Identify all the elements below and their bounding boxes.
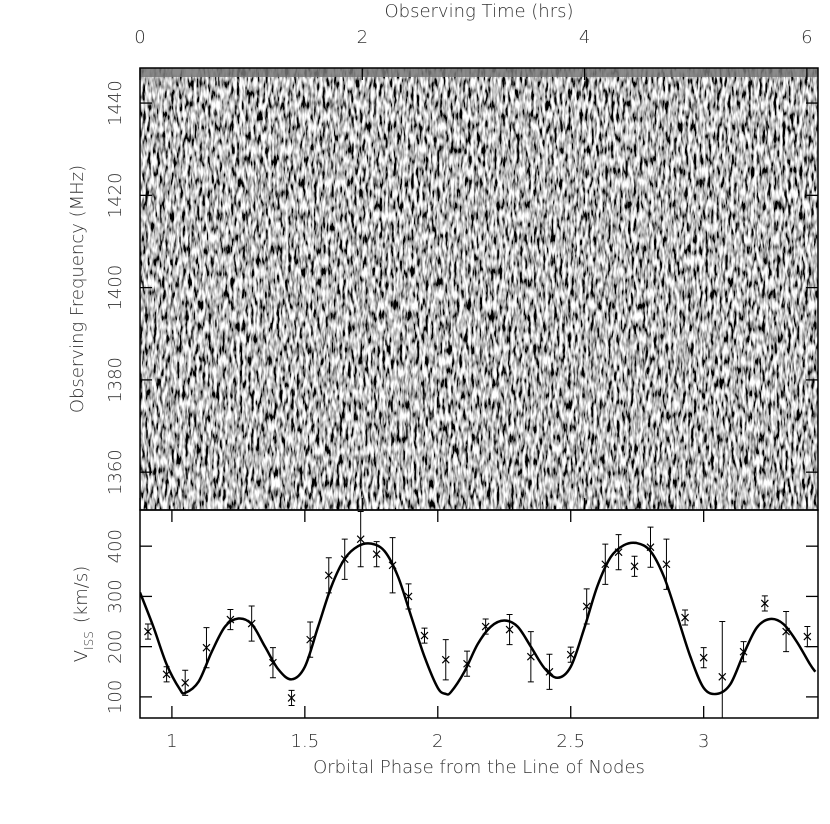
- data-point: [287, 693, 296, 702]
- y-label-subscript: ISS: [82, 631, 96, 650]
- y-tick-label: 1360: [105, 449, 126, 495]
- data-point: [226, 615, 235, 624]
- x-tick-label: 3: [698, 731, 709, 752]
- flagged-band: [140, 68, 818, 77]
- data-point: [760, 599, 769, 608]
- x-tick-label: 2.5: [556, 731, 585, 752]
- y-tick-label: 400: [105, 529, 126, 563]
- y-label-main: V: [71, 650, 92, 662]
- y-tick-label: 200: [105, 629, 126, 663]
- y-tick-label: 100: [105, 680, 126, 714]
- data-point: [181, 678, 190, 687]
- data-point: [356, 535, 365, 544]
- data-point: [782, 627, 791, 636]
- x-tick-label: 1: [166, 731, 177, 752]
- data-point: [144, 627, 152, 636]
- data-point: [662, 560, 671, 569]
- data-point: [481, 622, 490, 631]
- data-point: [306, 635, 315, 644]
- data-point: [505, 625, 514, 634]
- data-point: [162, 670, 171, 679]
- y-tick-label: 1400: [105, 265, 126, 311]
- x-tick-label: 2: [432, 731, 443, 752]
- y-label-unit: (km/s): [71, 566, 92, 623]
- y-tick-label: 1380: [105, 357, 126, 403]
- data-point: [718, 672, 727, 681]
- x-axis-label: Observing Time (hrs): [384, 1, 573, 22]
- data-point: [630, 562, 639, 571]
- y-axis-label: VISS (km/s): [71, 566, 96, 663]
- y-tick-label: 1420: [105, 172, 126, 218]
- x-axis-label: Orbital Phase from the Line of Nodes: [313, 757, 645, 778]
- data-point: [526, 652, 535, 661]
- x-tick-label: 6: [801, 27, 812, 48]
- data-point: [420, 631, 429, 640]
- y-tick-label: 300: [105, 579, 126, 613]
- model-curve: [140, 541, 817, 696]
- data-point: [202, 643, 211, 652]
- panel-frame: [139, 509, 819, 719]
- data-point: [247, 619, 256, 628]
- data-point: [441, 655, 450, 664]
- data-point: [699, 653, 708, 662]
- y-axis-label: Observing Frequency (MHz): [67, 165, 88, 413]
- data-point: [545, 667, 554, 676]
- data-point: [614, 548, 623, 557]
- x-tick-label: 1.5: [291, 731, 320, 752]
- data-point: [803, 632, 812, 641]
- data-point: [463, 659, 471, 668]
- x-tick-label: 0: [134, 27, 145, 48]
- data-point: [269, 658, 277, 667]
- data-point: [372, 550, 381, 559]
- data-point: [582, 602, 591, 611]
- x-tick-label: 2: [357, 27, 368, 48]
- data-point: [566, 650, 575, 659]
- data-point: [681, 613, 689, 622]
- data-point: [340, 555, 349, 564]
- y-tick-label: 1440: [105, 80, 126, 126]
- dynamic-spectrum: [140, 68, 818, 510]
- plot-area: [140, 511, 817, 718]
- data-point: [404, 592, 413, 601]
- data-point: [601, 560, 610, 569]
- data-point: [739, 647, 748, 656]
- data-point: [324, 571, 333, 580]
- data-point: [646, 543, 655, 552]
- x-tick-label: 4: [579, 27, 590, 48]
- data-point: [388, 561, 397, 570]
